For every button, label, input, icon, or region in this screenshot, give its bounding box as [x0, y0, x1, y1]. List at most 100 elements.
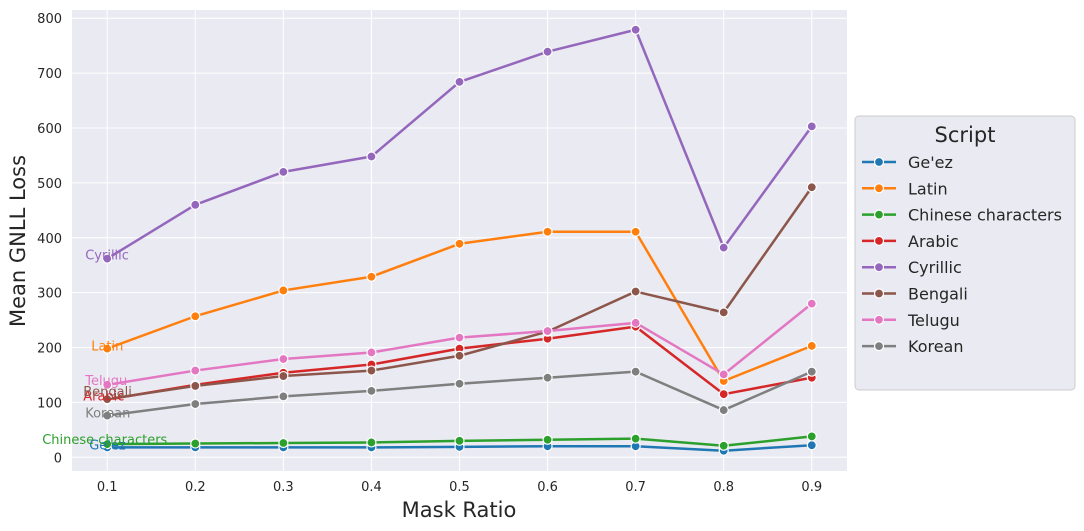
- x-axis-title: Mask Ratio: [402, 498, 517, 522]
- x-tick-label: 0.1: [97, 480, 118, 495]
- series-annotation: Arabic: [83, 390, 124, 405]
- x-axis-ticks: 0.1 0.2 0.3 0.4 0.5 0.6 0.7 0.8 0.9: [97, 480, 822, 495]
- x-tick-label: 0.5: [449, 480, 470, 495]
- legend-marker: [873, 183, 885, 194]
- data-point: [454, 332, 465, 343]
- data-point: [190, 199, 201, 210]
- legend: Script Ge'ez Latin Chinese characters Arabi…: [854, 115, 1076, 391]
- data-point: [542, 46, 553, 57]
- legend-box: [854, 115, 1076, 391]
- data-point: [278, 370, 289, 382]
- series-annotation: Latin: [91, 340, 123, 355]
- series-telugu: [102, 298, 817, 390]
- data-point: [806, 431, 817, 442]
- data-point: [102, 410, 113, 421]
- legend-marker: [873, 209, 885, 220]
- legend-item: Telugu: [862, 311, 960, 330]
- series-annotation: Cyrillic: [85, 249, 129, 264]
- data-point: [366, 385, 377, 396]
- series-annotation: Telugu: [84, 374, 127, 389]
- data-point: [102, 379, 113, 390]
- data-point: [718, 440, 729, 451]
- legend-label: Latin: [908, 179, 948, 198]
- y-tick-label: 800: [37, 12, 62, 27]
- data-point: [102, 253, 113, 264]
- data-point: [806, 340, 817, 351]
- series-annotation: Chinese characters: [42, 433, 167, 448]
- x-tick-label: 0.3: [273, 480, 294, 495]
- data-point: [190, 438, 201, 449]
- data-point: [278, 353, 289, 365]
- data-point: [542, 434, 553, 445]
- series-chinese-characters: [102, 431, 817, 451]
- data-point: [454, 350, 465, 361]
- data-point: [806, 182, 817, 193]
- data-point: [718, 307, 729, 318]
- legend-marker: [873, 341, 885, 352]
- y-tick-label: 300: [37, 287, 62, 302]
- y-tick-label: 700: [37, 67, 62, 82]
- data-point: [542, 226, 553, 237]
- data-point: [366, 271, 377, 282]
- data-point: [542, 325, 553, 337]
- data-point: [806, 121, 817, 132]
- series-korean: [102, 366, 817, 421]
- y-tick-label: 0: [54, 451, 62, 466]
- legend-marker: [873, 235, 885, 246]
- x-tick-label: 0.6: [537, 480, 558, 495]
- legend-label: Arabic: [908, 232, 959, 251]
- data-point: [454, 238, 465, 249]
- series-lines: [102, 24, 817, 456]
- y-tick-label: 200: [37, 342, 62, 357]
- data-point: [190, 398, 201, 410]
- x-tick-label: 0.9: [801, 480, 822, 495]
- legend-marker: [873, 156, 885, 168]
- data-point: [718, 389, 729, 400]
- legend-label: Korean: [908, 337, 964, 356]
- series-annotation: Korean: [85, 407, 130, 422]
- y-tick-label: 600: [37, 122, 62, 137]
- data-point: [630, 226, 641, 237]
- series-annotation: Ge'ez: [89, 438, 126, 453]
- data-point: [102, 343, 113, 354]
- data-point: [718, 242, 729, 253]
- series-cyrillic: [102, 24, 817, 264]
- data-point: [190, 380, 201, 392]
- legend-item: Bengali: [862, 285, 968, 304]
- data-point: [718, 369, 729, 380]
- data-point: [806, 440, 817, 451]
- x-tick-label: 0.8: [713, 480, 734, 495]
- data-point: [190, 365, 201, 376]
- data-point: [454, 378, 465, 389]
- legend-title: Script: [935, 123, 996, 147]
- legend-marker: [873, 262, 885, 273]
- series-latin: [102, 226, 817, 387]
- legend-items: Ge'ez Latin Chinese characters Arabic Cyrill…: [862, 153, 1062, 356]
- data-point: [102, 439, 113, 450]
- legend-item: Chinese characters: [862, 206, 1062, 225]
- data-point: [366, 437, 377, 448]
- data-point: [630, 366, 641, 377]
- legend-marker: [873, 314, 885, 325]
- series-annotations: Ge'ez Latin Chinese characters Arabic Cyrill…: [42, 249, 167, 454]
- y-tick-label: 100: [37, 396, 62, 411]
- legend-item: Arabic: [862, 232, 959, 251]
- data-point: [454, 76, 465, 87]
- legend-label: Telugu: [907, 311, 960, 330]
- legend-item: Latin: [862, 179, 948, 198]
- y-tick-label: 500: [37, 177, 62, 192]
- data-point: [190, 311, 201, 322]
- y-axis-title: Mean GNLL Loss: [6, 155, 30, 327]
- data-point: [630, 433, 641, 444]
- y-axis-ticks: 0 100 200 300 400 500 600 700 800: [37, 12, 62, 466]
- x-tick-label: 0.7: [625, 480, 646, 495]
- data-point: [542, 372, 553, 383]
- data-point: [366, 151, 377, 162]
- data-point: [278, 166, 289, 177]
- data-point: [630, 24, 641, 35]
- data-point: [278, 437, 289, 449]
- data-point: [278, 285, 289, 296]
- legend-label: Ge'ez: [908, 153, 953, 172]
- legend-label: Chinese characters: [908, 206, 1062, 225]
